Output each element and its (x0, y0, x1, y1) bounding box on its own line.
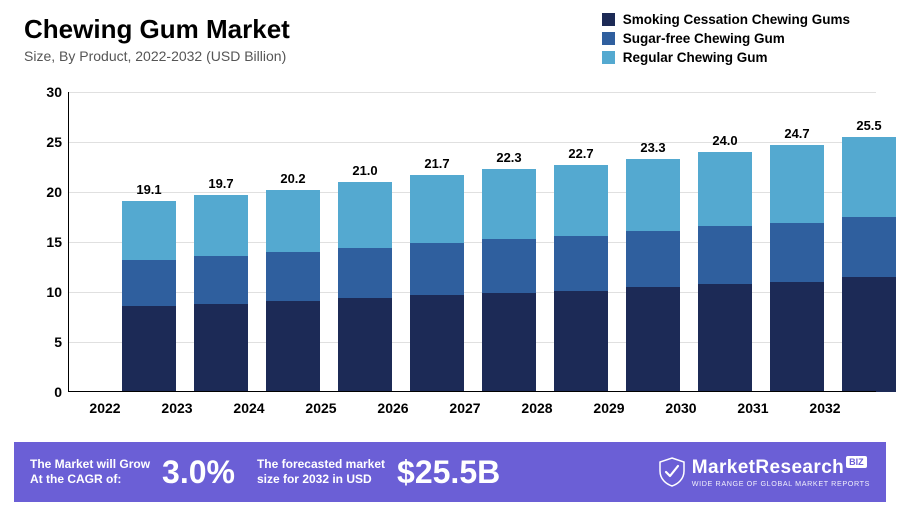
forecast-label: The forecasted market size for 2032 in U… (257, 457, 385, 487)
x-tick-label: 2024 (233, 400, 264, 416)
bar-total-label: 21.7 (424, 156, 449, 171)
bar-segment (410, 243, 464, 295)
bar-total-label: 22.3 (496, 150, 521, 165)
bar-total-label: 25.5 (856, 118, 881, 133)
x-tick-label: 2028 (521, 400, 552, 416)
brand-suffix: BIZ (846, 456, 867, 468)
bar-segment (338, 298, 392, 392)
bar-segment (626, 159, 680, 231)
y-tick-label: 15 (24, 234, 62, 250)
chart-subtitle: Size, By Product, 2022-2032 (USD Billion… (24, 48, 290, 64)
legend-label: Sugar-free Chewing Gum (623, 31, 785, 46)
bar-segment (482, 169, 536, 239)
x-tick-label: 2025 (305, 400, 336, 416)
plot-area: 19.1 19.7 20.2 21.0 21.7 22.3 22.7 23.3 24.0 24.7… (68, 92, 876, 392)
legend-swatch (602, 51, 615, 64)
legend-item: Smoking Cessation Chewing Gums (602, 12, 850, 27)
bar-segment (554, 165, 608, 236)
bar-segment (482, 293, 536, 392)
bar-segment (194, 195, 248, 256)
bar-segment (842, 137, 896, 217)
x-axis-line (68, 391, 876, 392)
legend-item: Regular Chewing Gum (602, 50, 850, 65)
x-tick-label: 2027 (449, 400, 480, 416)
legend-swatch (602, 13, 615, 26)
x-tick-label: 2031 (737, 400, 768, 416)
bar-segment (410, 295, 464, 392)
legend-label: Smoking Cessation Chewing Gums (623, 12, 850, 27)
y-tick-label: 0 (24, 384, 62, 400)
y-tick-label: 10 (24, 284, 62, 300)
bar-segment (770, 282, 824, 392)
cagr-label-line2: At the CAGR of: (30, 472, 121, 486)
bar-segment (698, 284, 752, 392)
bar-total-label: 20.2 (280, 171, 305, 186)
cagr-value: 3.0% (162, 454, 235, 491)
bar-total-label: 23.3 (640, 140, 665, 155)
bar-total-label: 24.7 (784, 126, 809, 141)
legend-label: Regular Chewing Gum (623, 50, 768, 65)
bar-total-label: 19.1 (136, 182, 161, 197)
bar-segment (554, 291, 608, 392)
y-tick-label: 5 (24, 334, 62, 350)
bar-segment (338, 182, 392, 248)
brand-block: MarketResearchBIZ WIDE RANGE OF GLOBAL M… (658, 457, 870, 488)
bar-total-label: 19.7 (208, 176, 233, 191)
legend-item: Sugar-free Chewing Gum (602, 31, 850, 46)
chart-region: 051015202530 19.119.720.221.021.722.322.… (24, 92, 876, 422)
bar-segment (770, 223, 824, 282)
bar-segment (266, 190, 320, 252)
legend-swatch (602, 32, 615, 45)
brand-name: MarketResearch (692, 457, 844, 478)
bar-segment (338, 248, 392, 298)
bar-segment (194, 304, 248, 392)
bar-total-label: 24.0 (712, 133, 737, 148)
bar-segment (698, 226, 752, 284)
forecast-label-line2: size for 2032 in USD (257, 472, 372, 486)
y-tick-label: 30 (24, 84, 62, 100)
bar-segment (194, 256, 248, 304)
bar-segment (626, 231, 680, 287)
bar-segment (554, 236, 608, 291)
bars-container: 19.1 19.7 20.2 21.0 21.7 22.3 22.7 23.3 24.0 24.7… (112, 92, 900, 392)
chart-legend: Smoking Cessation Chewing Gums Sugar-free… (602, 12, 850, 69)
brand-tagline: WIDE RANGE OF GLOBAL MARKET REPORTS (692, 479, 870, 488)
bar-segment (842, 217, 896, 277)
x-tick-label: 2029 (593, 400, 624, 416)
bar-segment (122, 201, 176, 260)
y-tick-label: 25 (24, 134, 62, 150)
cagr-label-line1: The Market will Grow (30, 457, 150, 471)
bar-segment (626, 287, 680, 392)
bar-total-label: 21.0 (352, 163, 377, 178)
bar-segment (266, 252, 320, 301)
bar-segment (122, 260, 176, 306)
y-tick-label: 20 (24, 184, 62, 200)
bar-segment (410, 175, 464, 243)
bar-segment (266, 301, 320, 392)
y-axis-line (68, 92, 69, 392)
chart-header: Chewing Gum Market Size, By Product, 202… (24, 14, 290, 64)
footer-banner: The Market will Grow At the CAGR of: 3.0… (14, 442, 886, 502)
bar-total-label: 22.7 (568, 146, 593, 161)
chart-title: Chewing Gum Market (24, 14, 290, 45)
bar-segment (842, 277, 896, 392)
x-tick-label: 2030 (665, 400, 696, 416)
forecast-label-line1: The forecasted market (257, 457, 385, 471)
bar-segment (770, 145, 824, 223)
bar-segment (482, 239, 536, 293)
check-shield-icon (658, 457, 686, 487)
forecast-value: $25.5B (397, 454, 500, 491)
x-tick-label: 2022 (89, 400, 120, 416)
x-tick-label: 2026 (377, 400, 408, 416)
x-tick-label: 2023 (161, 400, 192, 416)
bar-segment (122, 306, 176, 392)
x-tick-label: 2032 (809, 400, 840, 416)
bar-segment (698, 152, 752, 226)
cagr-label: The Market will Grow At the CAGR of: (30, 457, 150, 487)
